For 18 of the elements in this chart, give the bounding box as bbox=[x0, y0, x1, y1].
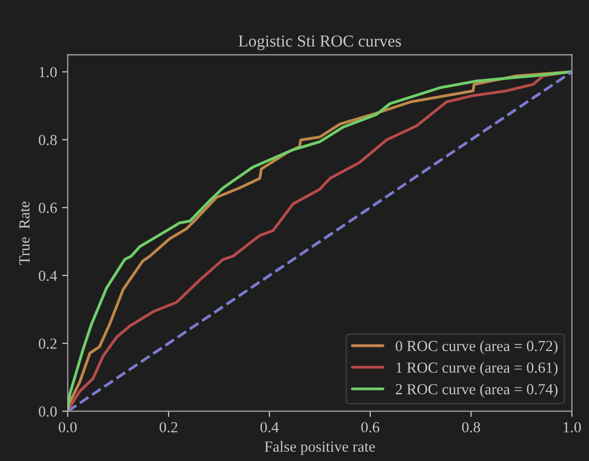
legend-label: 2 ROC curve (area = 0.74) bbox=[396, 384, 558, 398]
x-axis-title: False positive rate bbox=[264, 441, 375, 455]
y-tick-label: 1.0 bbox=[40, 66, 57, 78]
y-tick-label: 0.6 bbox=[38, 202, 57, 214]
x-tick-label: 0.4 bbox=[260, 422, 279, 432]
x-tick-label: 1.0 bbox=[564, 422, 581, 432]
y-tick-label: 0.0 bbox=[38, 406, 57, 417]
x-tick-label: 0.8 bbox=[462, 422, 480, 432]
y-tick-label: 0.2 bbox=[38, 338, 56, 349]
y-tick-label: 0.8 bbox=[38, 134, 57, 146]
x-tick-label: 0.2 bbox=[160, 422, 178, 432]
x-tick-label: 0.6 bbox=[361, 422, 380, 432]
chart-title: Logistic Sti ROC curves bbox=[238, 35, 401, 50]
legend-label: 1 ROC curve (area = 0.61) bbox=[396, 362, 558, 376]
x-tick-label: 0.0 bbox=[58, 422, 77, 432]
legend-label: 0 ROC curve (area = 0.72) bbox=[396, 340, 558, 354]
y-tick-label: 0.4 bbox=[38, 270, 58, 281]
y-axis-title: True Rate bbox=[19, 202, 30, 265]
